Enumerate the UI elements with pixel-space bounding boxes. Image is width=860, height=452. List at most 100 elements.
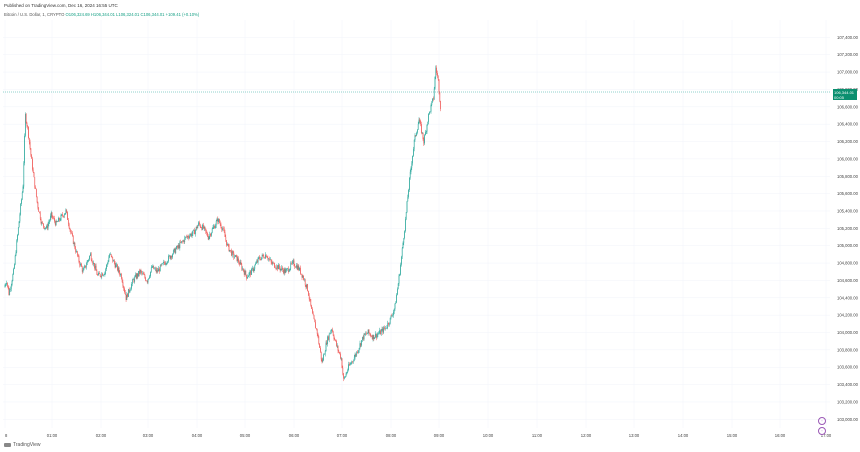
candle-body [287,268,289,272]
candle-body [77,255,79,256]
calendar-circle-icon[interactable]: ◦ [818,417,826,425]
candle-body [394,303,396,309]
candle-body [323,354,324,361]
candle-body [348,364,349,371]
candle-body [247,276,248,279]
candle-body [128,288,130,292]
candle-body [64,213,66,215]
candle-body [80,263,81,266]
candle-body [89,255,90,260]
y-tick-label: 104,600.00 [837,278,859,283]
candle-body [246,274,247,279]
candle-body [10,284,12,289]
candle-body [259,257,261,260]
candle-body [398,275,400,284]
candle-body [229,249,231,252]
candle-body [31,154,32,159]
candle-body [425,132,426,136]
candle-body [39,211,40,213]
candle-body [407,196,409,202]
candle-body [107,261,109,264]
candle-body [55,221,57,226]
candle-body [302,275,304,278]
candle-body [243,268,244,272]
candle-body [349,364,350,366]
candle-body [199,224,201,228]
candle-body [95,265,97,271]
candle-body [76,251,78,256]
candle-body [28,127,29,139]
tradingview-logo: TradingView [4,442,41,448]
candle-body [306,284,308,288]
candle-body [186,236,188,237]
candle-body [311,305,312,309]
candle-body [403,238,405,243]
candle-body [307,284,308,292]
candle-body [379,330,380,334]
candle-body [121,278,123,283]
candle-body [113,260,114,262]
candle-body [52,217,54,218]
candle-body [365,333,367,335]
candle-body [37,202,39,208]
candle-body [312,308,313,314]
candle-body [296,265,297,268]
candle-body [358,348,360,351]
candle-body [316,329,318,334]
candle-body [239,262,240,265]
candle-body [73,242,75,244]
x-tick-label: 02:00 [96,433,107,438]
candle-body [124,292,126,295]
current-price-time: 00:05 [834,95,845,100]
candle-body [65,209,67,214]
y-tick-label: 107,200.00 [837,52,859,57]
candle-body [420,120,421,125]
candle-body [176,246,177,250]
candle-body [207,233,208,237]
candle-body [32,158,33,170]
candle-body [371,336,373,340]
candle-body [319,343,320,348]
candle-body [287,268,288,269]
candle-body [194,229,195,235]
candle-body [345,373,347,377]
candle-body [46,225,47,228]
candle-body [257,257,259,263]
candle-body [112,257,114,262]
candle-body [90,253,91,256]
candle-body [86,261,88,265]
candle-body [393,311,394,316]
candle-body [105,269,107,273]
candle-body [8,288,10,296]
candle-body [27,125,29,128]
y-tick-label: 106,600.00 [837,104,859,109]
candle-body [139,270,141,274]
candle-body [68,224,70,229]
candle-body [439,92,441,101]
candle-body [271,262,273,264]
candle-body [69,228,71,231]
x-axis: 8 01:00 02:00 03:00 04:00 05:00 06:00 07:00 08:0… [5,433,832,438]
candle-body [195,229,196,235]
y-tick-label: 106,400.00 [837,122,859,127]
candle-body [184,237,186,243]
candle-body [63,215,64,217]
candle-body [126,293,128,301]
candle-body [140,270,142,272]
candle-body [233,252,235,258]
x-tick-label: 11:00 [532,433,543,438]
candle-body [19,214,21,222]
candle-body [131,283,132,289]
candle-body [320,347,321,352]
candle-body [299,267,300,271]
candle-body [208,236,210,240]
candle-body [226,240,227,246]
candle-body [235,255,236,257]
x-tick-label: 07:00 [337,433,348,438]
flag-circle-icon[interactable]: ◦ [818,427,826,435]
candle-body [18,221,20,228]
candle-body [191,233,193,237]
candle-body [56,221,58,222]
candle-body [384,328,386,329]
